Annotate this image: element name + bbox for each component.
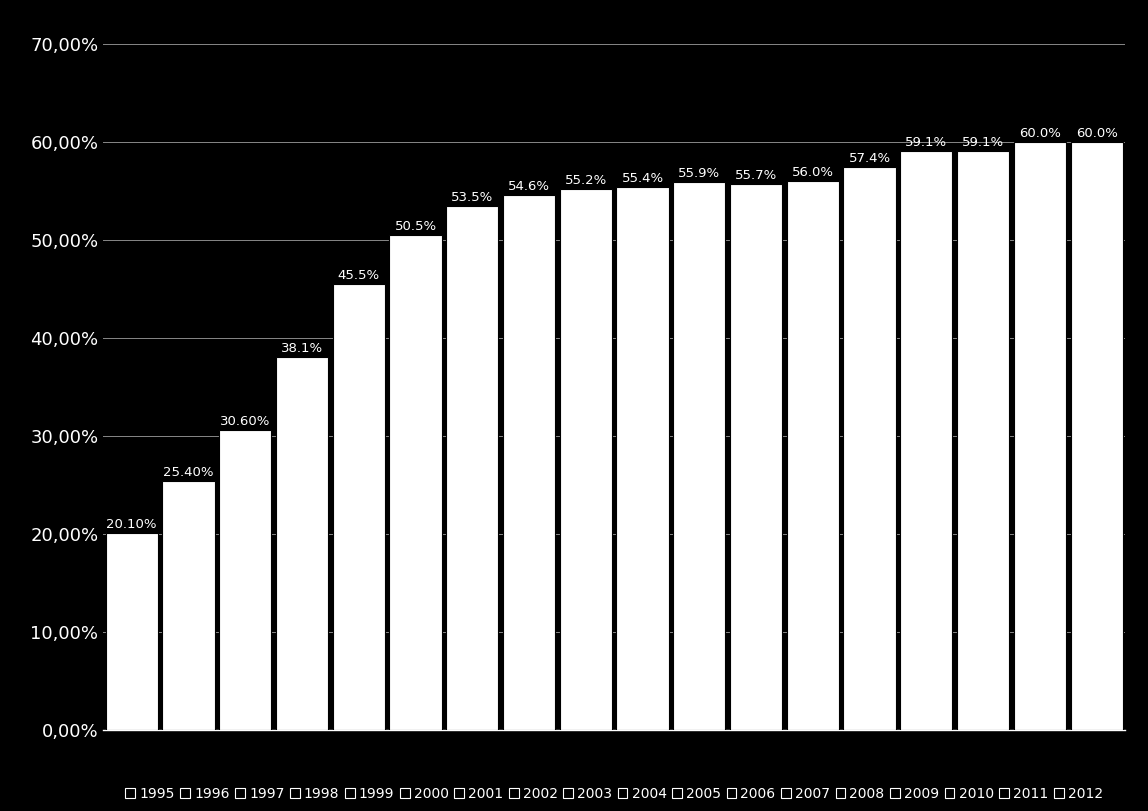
Text: 20.10%: 20.10%	[107, 518, 157, 531]
Text: 59.1%: 59.1%	[906, 135, 947, 148]
Text: 45.5%: 45.5%	[338, 269, 380, 282]
Text: 53.5%: 53.5%	[451, 191, 494, 204]
Text: 60.0%: 60.0%	[1076, 127, 1118, 140]
Bar	[1071, 142, 1123, 730]
Text: 50.5%: 50.5%	[395, 220, 436, 233]
Text: 56.0%: 56.0%	[792, 166, 833, 179]
Text: 55.2%: 55.2%	[565, 174, 607, 187]
Text: 60.0%: 60.0%	[1019, 127, 1061, 140]
Text: 25.40%: 25.40%	[163, 466, 214, 479]
Bar	[1014, 142, 1066, 730]
Text: 55.4%: 55.4%	[621, 172, 664, 185]
Bar	[673, 182, 726, 730]
Text: 55.7%: 55.7%	[735, 169, 777, 182]
Bar	[106, 533, 157, 730]
Text: 30.60%: 30.60%	[220, 415, 271, 428]
Bar	[957, 151, 1009, 730]
Bar	[616, 187, 668, 730]
Legend: 1995, 1996, 1997, 1998, 1999, 2000, 2001, 2002, 2003, 2004, 2005, 2006, 2007, 20: 1995, 1996, 1997, 1998, 1999, 2000, 2001…	[125, 787, 1103, 800]
Bar	[276, 357, 328, 730]
Bar	[900, 151, 953, 730]
Bar	[560, 189, 612, 730]
Bar	[162, 481, 215, 730]
Text: 55.9%: 55.9%	[678, 167, 721, 180]
Bar	[333, 284, 385, 730]
Bar	[503, 195, 556, 730]
Bar	[844, 167, 895, 730]
Text: 38.1%: 38.1%	[281, 341, 323, 354]
Bar	[219, 430, 271, 730]
Bar	[447, 206, 498, 730]
Text: 54.6%: 54.6%	[509, 180, 550, 193]
Text: 57.4%: 57.4%	[848, 152, 891, 165]
Bar	[786, 181, 839, 730]
Bar	[389, 235, 442, 730]
Bar	[730, 184, 782, 730]
Text: 59.1%: 59.1%	[962, 135, 1004, 148]
